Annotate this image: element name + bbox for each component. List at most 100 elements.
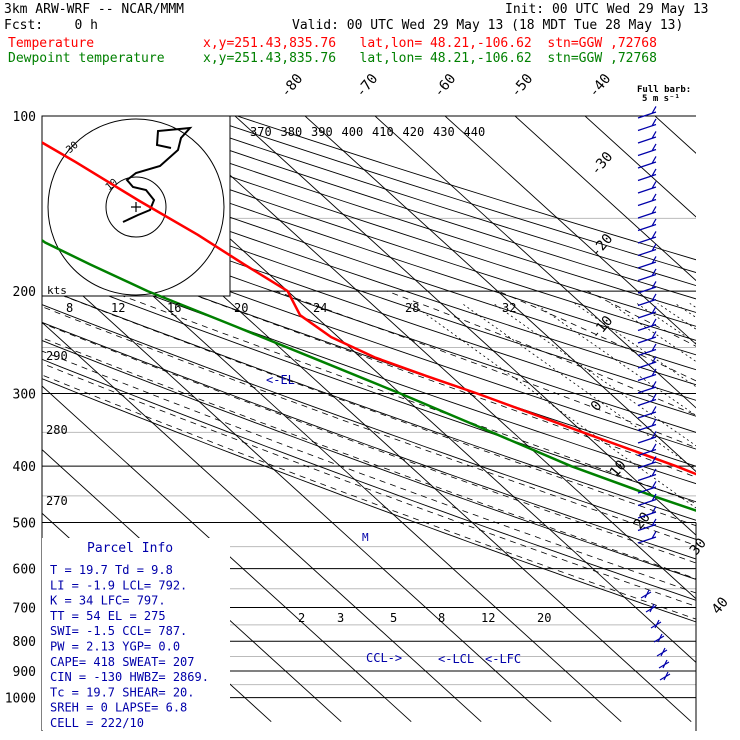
dewpoint-info: x,y=251.43,835.76 lat,lon= 48.21,-106.62…	[203, 51, 657, 66]
wind-barb	[637, 468, 657, 482]
dewpoint-point	[731, 522, 732, 523]
wind-barb	[637, 118, 657, 132]
init-time: Init: 00 UTC Wed 29 May 13	[505, 2, 709, 17]
isotherm-label: -50	[508, 71, 537, 101]
temperature-point	[373, 356, 376, 358]
parcel-info-row: CELL = 222/10	[50, 716, 144, 730]
parcel-info-row: PW = 2.13 YGP= 0.0	[50, 640, 180, 654]
mixing-ratio-label: 16	[167, 301, 181, 315]
dewpoint-point	[11, 218, 12, 219]
pressure-tick-label: 100	[13, 110, 36, 125]
dry-adiabat	[42, 304, 696, 540]
dry-adiabat	[42, 222, 696, 450]
wind-barb	[653, 633, 665, 643]
wind-barb	[637, 306, 657, 319]
mixing-ratio-label: 28	[405, 301, 419, 315]
dry-adiabat	[42, 321, 696, 560]
isotherm-label: -60	[431, 71, 460, 101]
wind-barb	[637, 343, 657, 357]
dewpoint-point	[146, 290, 149, 292]
isotherm	[42, 258, 552, 723]
wind-barb	[637, 281, 657, 294]
isotherm	[514, 116, 696, 282]
wind-barb	[637, 356, 657, 369]
wind-barb	[637, 181, 657, 194]
moist-adiabat	[497, 290, 696, 382]
wind-barb	[637, 406, 657, 419]
wind-barb	[637, 293, 657, 307]
valid-time: Valid: 00 UTC Wed 29 May 13 (18 MDT Tue …	[292, 18, 684, 33]
moist-adiabat	[109, 290, 696, 504]
hodograph-kts-label: kts	[47, 284, 67, 297]
dry-adiabat	[42, 358, 696, 601]
moist-adiabat	[386, 290, 696, 416]
wind-barb	[637, 193, 657, 207]
wind-barb	[637, 231, 657, 244]
pressure-tick-label: 800	[13, 635, 36, 650]
moist-adiabat	[42, 337, 696, 580]
temperature-point	[286, 290, 289, 292]
temperature-point	[330, 336, 332, 338]
wind-barb	[637, 506, 657, 519]
wind-barb	[637, 106, 657, 119]
theta-label: 380	[281, 125, 303, 139]
theta-label: 370	[250, 125, 272, 139]
dewpoint-point	[44, 241, 46, 244]
wind-barb	[637, 368, 657, 382]
isotherm	[234, 116, 696, 536]
temperature-point	[75, 161, 77, 163]
wind-barb	[637, 418, 657, 432]
mixing-ratio-label: 8	[66, 301, 73, 315]
wind-barb	[637, 518, 657, 532]
dewpoint-legend: Dewpoint temperature	[8, 51, 165, 66]
isotherm	[374, 116, 696, 409]
dry-adiabat	[42, 192, 696, 417]
parcel-info-row: CIN = -130 HWBZ= 2869.	[50, 670, 209, 684]
parcel-info-row: LI = -1.9 LCL= 792.	[50, 578, 187, 592]
theta-label: 390	[311, 125, 333, 139]
isotherm-label: -30	[588, 149, 617, 179]
dewpoint-point	[491, 431, 493, 434]
dewpoint-point	[399, 392, 401, 395]
wind-barb	[656, 647, 668, 657]
wind-barb	[637, 393, 657, 407]
parcel-info-row: SWI= -1.5 CCL= 787.	[50, 624, 187, 638]
mixing-ratio-line	[657, 303, 696, 330]
wind-barb	[637, 268, 657, 282]
temperature-point	[425, 375, 428, 377]
moist-adiabat	[275, 290, 696, 449]
barb-legend: Full barb: 5 m s⁻¹	[637, 85, 691, 104]
lcl-marker: <-LCL	[438, 652, 474, 666]
parcel-info-row: Tc = 19.7 SHEAR= 20.	[50, 685, 195, 699]
model-title: 3km ARW-WRF -- NCAR/MMM	[4, 2, 185, 17]
wind-barb	[640, 589, 652, 599]
mixing-ratio-label: 24	[313, 301, 327, 315]
temperature-point	[196, 234, 199, 236]
wind-barb	[637, 331, 657, 344]
temperature-legend: Temperature	[8, 36, 95, 51]
isotherm	[42, 385, 412, 723]
wind-barb	[637, 456, 657, 469]
temperature-point	[476, 392, 478, 395]
mixing-ratio-label: 5	[390, 611, 397, 625]
isotherm	[444, 116, 696, 345]
pressure-tick-label: 500	[13, 517, 36, 532]
temperature-point	[582, 431, 584, 434]
wind-barb	[637, 131, 657, 144]
pressure-tick-label: 200	[13, 285, 36, 300]
dewpoint-point	[310, 356, 313, 358]
moist-adiabat	[50, 290, 696, 527]
mixing-ratio-line	[410, 303, 696, 509]
wind-barb	[637, 168, 657, 182]
theta-label: 280	[46, 423, 68, 437]
isotherm	[584, 116, 696, 218]
wind-barb	[650, 619, 662, 629]
theta-label: 270	[46, 494, 68, 508]
wind-barb	[637, 206, 657, 219]
mixing-ratio-label: 2	[298, 611, 305, 625]
temperature-info: x,y=251.43,835.76 lat,lon= 48.21,-106.62…	[203, 36, 657, 51]
m-marker: M	[362, 531, 369, 544]
mixing-ratio-line	[636, 303, 696, 344]
mixing-ratio-line	[534, 303, 696, 416]
